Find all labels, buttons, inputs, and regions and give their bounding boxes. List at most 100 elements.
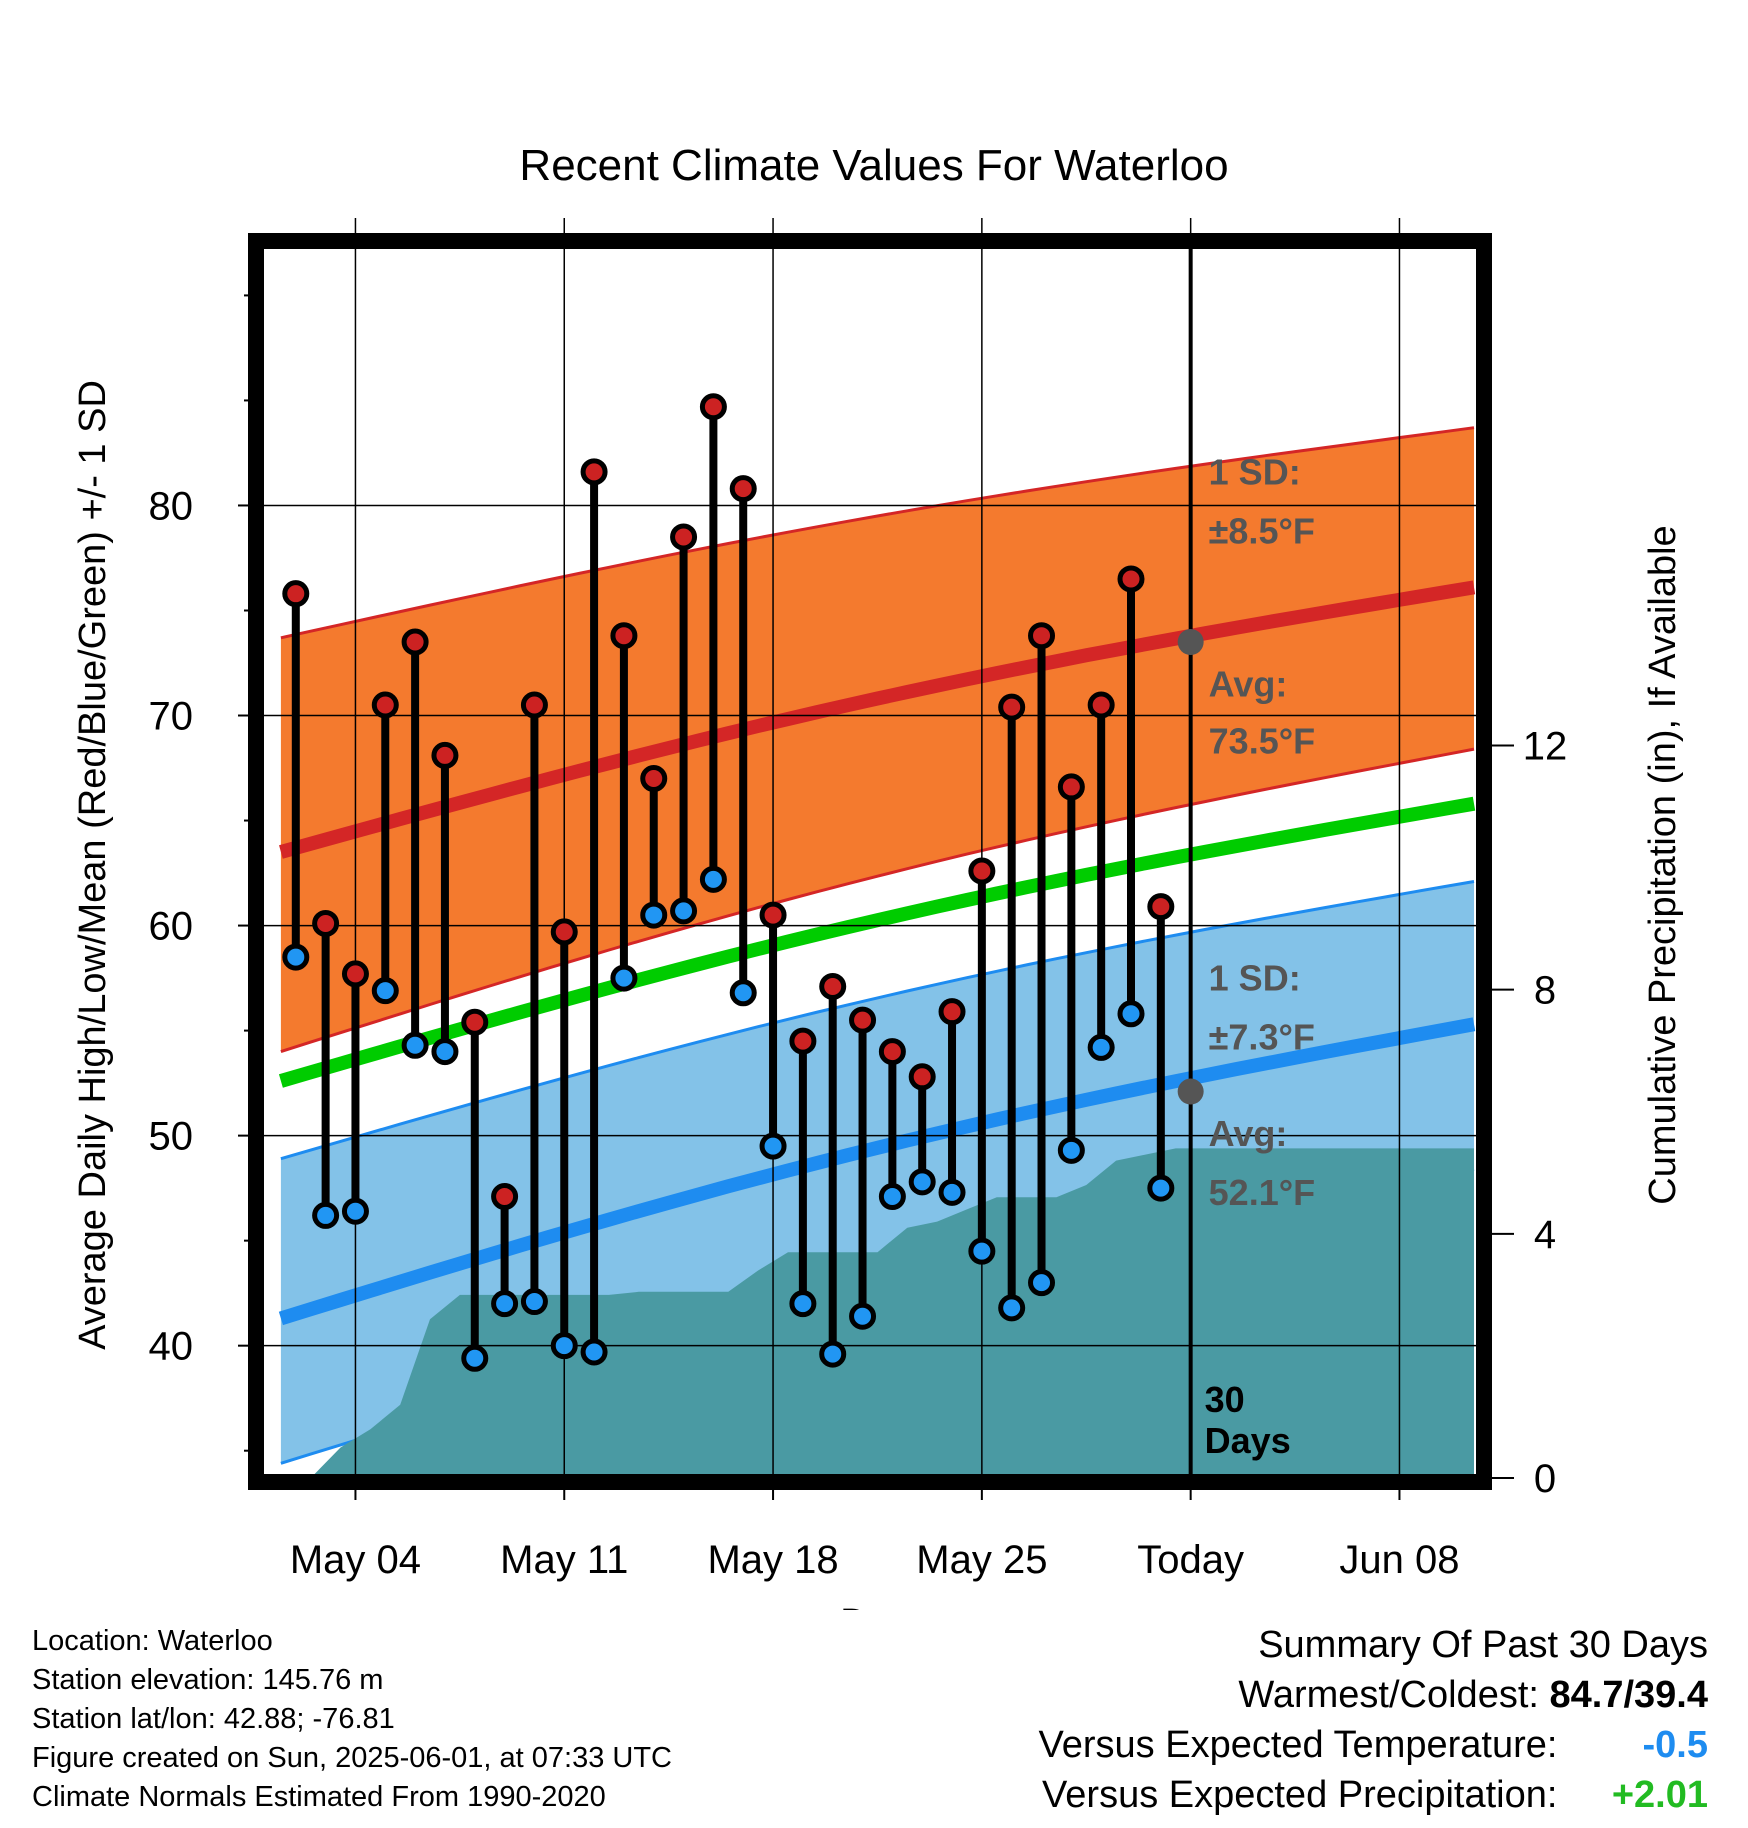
temp-label: Versus Expected Temperature: <box>1038 1724 1558 1766</box>
high-avg-label: Avg: <box>1209 664 1288 705</box>
high-sd-band-lower-edge <box>280 747 1475 1054</box>
y-right-tick-label: 4 <box>1534 1213 1556 1257</box>
x-tick-label: May 04 <box>290 1538 421 1582</box>
daily-low-point <box>640 901 668 929</box>
daily-high-point <box>1028 622 1056 650</box>
daily-low-point <box>819 1340 847 1368</box>
daily-low-point <box>431 1038 459 1066</box>
temp-value: -0.5 <box>1642 1724 1708 1766</box>
created-text: Figure created on Sun, 2025-06-01, at 07… <box>32 1742 672 1774</box>
daily-low-point <box>520 1288 548 1316</box>
station-info: Location: Waterloo Station elevation: 14… <box>32 1622 672 1817</box>
daily-high-point <box>1147 893 1175 921</box>
daily-high-point <box>759 901 787 929</box>
daily-low-point <box>1117 1000 1145 1028</box>
daily-low-point <box>998 1294 1026 1322</box>
high-sd-band-upper-edge <box>280 426 1475 640</box>
y-axis-right-title: Cumulative Precipitation (in), If Availa… <box>1642 525 1684 1204</box>
daily-low-point <box>491 1290 519 1318</box>
y-left-tick-label: 60 <box>149 905 194 949</box>
daily-high-point <box>1087 691 1115 719</box>
daily-low-point <box>550 1332 578 1360</box>
daily-high-point <box>1057 773 1085 801</box>
daily-high-point <box>729 475 757 503</box>
daily-low-point <box>729 979 757 1007</box>
warmest-label: Warmest/Coldest: <box>1238 1674 1539 1716</box>
daily-high-point <box>491 1183 519 1211</box>
location-text: Location: Waterloo <box>32 1625 273 1657</box>
daily-low-point <box>759 1132 787 1160</box>
summary-warmest-row: Warmest/Coldest: 84.7/39.4 <box>1039 1670 1708 1720</box>
low-avg-value: 52.1°F <box>1209 1172 1315 1213</box>
daily-high-point <box>789 1027 817 1055</box>
y-right-tick-label: 12 <box>1523 725 1568 769</box>
daily-low-point <box>610 964 638 992</box>
x-tick-label: May 11 <box>500 1538 628 1582</box>
daily-high-point <box>699 393 727 421</box>
x-axis-title: Day <box>840 1602 908 1610</box>
x-tick-label: Today <box>1137 1538 1244 1582</box>
y-right-tick-label: 0 <box>1534 1457 1556 1501</box>
low-sd-label: 1 SD: <box>1209 958 1301 999</box>
daily-low-point <box>789 1290 817 1318</box>
daily-low-point <box>312 1201 340 1229</box>
x-tick-label: May 25 <box>916 1538 1047 1582</box>
daily-low-point <box>968 1237 996 1265</box>
y-left-tick-label: 50 <box>149 1115 194 1159</box>
high-sd-value: ±8.5°F <box>1209 510 1315 551</box>
daily-high-point <box>849 1006 877 1034</box>
summary-title: Summary Of Past 30 Days <box>1258 1624 1708 1666</box>
plot-frame <box>248 233 1492 1490</box>
y-right-tick-label: 8 <box>1534 969 1556 1013</box>
warmest-value: 84.7/39.4 <box>1549 1674 1708 1716</box>
x-tick-label: May 18 <box>707 1538 838 1582</box>
today-low-avg-point <box>1177 1078 1204 1105</box>
days-unit-label: Days <box>1205 1420 1291 1461</box>
low-sd-value: ±7.3°F <box>1209 1016 1315 1057</box>
daily-low-point <box>1087 1033 1115 1061</box>
y-left-tick-label: 40 <box>149 1325 194 1369</box>
daily-high-point <box>580 458 608 486</box>
high-avg-value: 73.5°F <box>1209 720 1315 761</box>
high-sd-band-fill <box>280 427 1474 1052</box>
latlon-text: Station lat/lon: 42.88; -76.81 <box>32 1703 395 1735</box>
daily-high-point <box>968 857 996 885</box>
daily-high-point <box>520 691 548 719</box>
precipitation-area <box>310 1148 1475 1478</box>
daily-low-point <box>401 1031 429 1059</box>
summary-precip-row: Versus Expected Precipitation: +2.01 <box>1039 1770 1708 1820</box>
daily-high-point <box>341 960 369 988</box>
daily-low-point <box>580 1338 608 1366</box>
daily-high-point <box>938 998 966 1026</box>
daily-high-point <box>640 765 668 793</box>
daily-high-point <box>461 1008 489 1036</box>
normal-high-line <box>279 580 1476 859</box>
daily-high-point <box>371 691 399 719</box>
daily-low-point <box>1147 1174 1175 1202</box>
elevation-text: Station elevation: 145.76 m <box>32 1664 384 1696</box>
daily-high-point <box>550 918 578 946</box>
daily-low-point <box>908 1168 936 1196</box>
daily-high-point <box>998 693 1026 721</box>
daily-high-point <box>312 909 340 937</box>
plot-area: 1 SD: ±8.5°F Avg: 73.5°F 1 SD: ±7.3°F Avg: 52.1… <box>149 218 1568 1582</box>
daily-low-point <box>878 1183 906 1211</box>
daily-high-point <box>819 972 847 1000</box>
today-high-avg-point <box>1177 628 1204 655</box>
normal-low-line <box>278 1017 1476 1326</box>
high-sd-label: 1 SD: <box>1209 451 1301 492</box>
summary-panel: Summary Of Past 30 Days Warmest/Coldest:… <box>1039 1620 1708 1820</box>
climate-chart: Recent Climate Values For Waterloo 1 SD:… <box>72 141 1684 1610</box>
precip-value: +2.01 <box>1611 1774 1708 1816</box>
daily-low-point <box>670 897 698 925</box>
y-left-tick-label: 70 <box>149 695 194 739</box>
daily-high-point <box>908 1063 936 1091</box>
daily-high-point <box>282 580 310 608</box>
daily-low-point <box>1028 1269 1056 1297</box>
daily-low-point <box>938 1178 966 1206</box>
days-count-label: 30 <box>1205 1379 1245 1420</box>
x-tick-label: Jun 08 <box>1339 1538 1459 1582</box>
daily-high-point <box>1117 565 1145 593</box>
daily-high-point <box>670 523 698 551</box>
daily-low-point <box>699 865 727 893</box>
